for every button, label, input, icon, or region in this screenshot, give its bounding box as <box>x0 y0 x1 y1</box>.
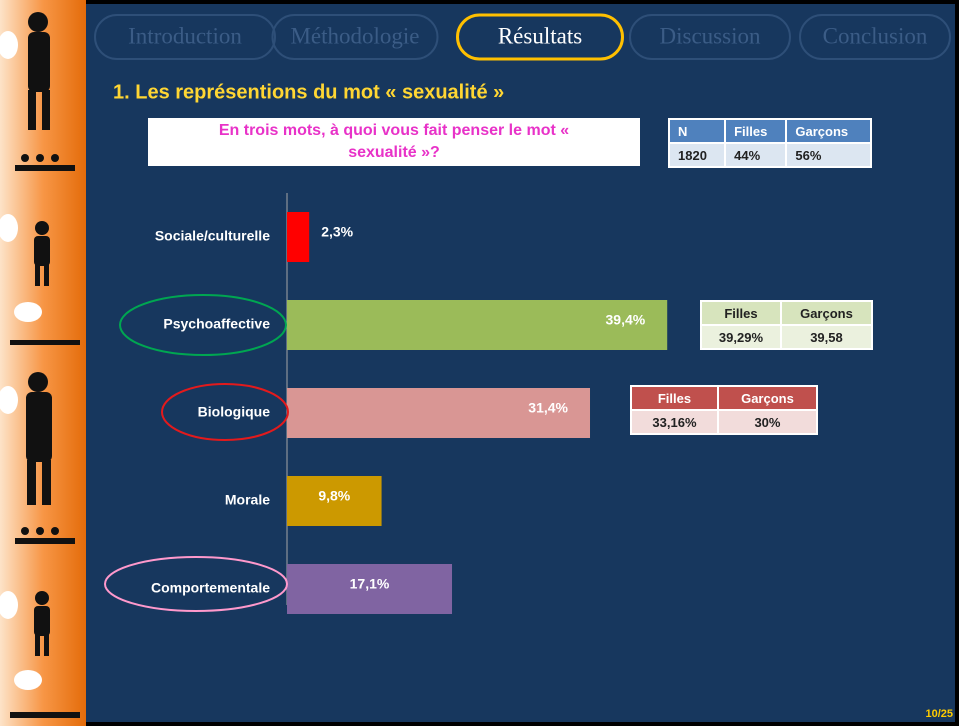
cell: 39,58 <box>779 324 874 350</box>
bar <box>287 476 382 526</box>
category-label: Psychoaffective <box>163 316 270 332</box>
psycho-table: Filles Garçons 39,29% 39,58 <box>700 300 874 350</box>
value-label: 31,4% <box>528 400 568 416</box>
header-cell: Garçons <box>779 300 874 326</box>
highlight-ellipse <box>119 294 287 356</box>
value-label: 17,1% <box>350 576 390 592</box>
bio-table: Filles Garçons 33,16% 30% <box>630 385 819 435</box>
header-cell: Garçons <box>785 118 872 144</box>
category-label: Morale <box>225 492 270 508</box>
nav-label: Introduction <box>128 23 242 48</box>
header-cell: N <box>667 118 727 144</box>
slide-background <box>86 4 955 722</box>
value-label: 39,4% <box>606 312 646 328</box>
bar <box>287 564 453 614</box>
category-label: Biologique <box>198 404 271 420</box>
slide-heading: 1. Les représentions du mot « sexualité … <box>113 81 504 103</box>
cell: 30% <box>716 409 819 435</box>
cell: 56% <box>785 142 872 168</box>
nav-pill <box>799 14 951 60</box>
nav-pill <box>94 14 276 60</box>
cell: 44% <box>724 142 788 168</box>
sample-table: N Filles Garçons 1820 44% 56% <box>667 118 872 168</box>
nav-label: Conclusion <box>823 23 928 48</box>
cell: 33,16% <box>630 409 719 435</box>
category-label: Sociale/culturelle <box>155 228 270 244</box>
nav-label: Résultats <box>498 23 582 48</box>
header-cell: Garçons <box>716 385 819 411</box>
silhouettes <box>10 12 80 718</box>
nav-pill <box>456 13 624 61</box>
highlight-ellipse <box>104 556 288 612</box>
category-label: Comportementale <box>151 580 270 596</box>
header-cell: Filles <box>700 300 782 326</box>
nav-pill <box>271 14 439 60</box>
question-box: En trois mots, à quoi vous fait penser l… <box>148 118 640 166</box>
bar <box>287 300 668 350</box>
value-label: 2,3% <box>321 224 353 240</box>
cell: 39,29% <box>700 324 782 350</box>
nav-label: Méthodologie <box>290 23 419 48</box>
nav-pill <box>629 14 791 60</box>
bar <box>287 212 310 262</box>
page-number: 10/25 <box>925 708 953 720</box>
bar <box>287 388 591 438</box>
value-label: 9,8% <box>318 488 350 504</box>
nav-label: Discussion <box>660 23 761 48</box>
bubbles <box>0 31 42 690</box>
highlight-ellipse <box>161 383 289 441</box>
header-cell: Filles <box>724 118 788 144</box>
header-cell: Filles <box>630 385 719 411</box>
cell: 1820 <box>667 142 727 168</box>
